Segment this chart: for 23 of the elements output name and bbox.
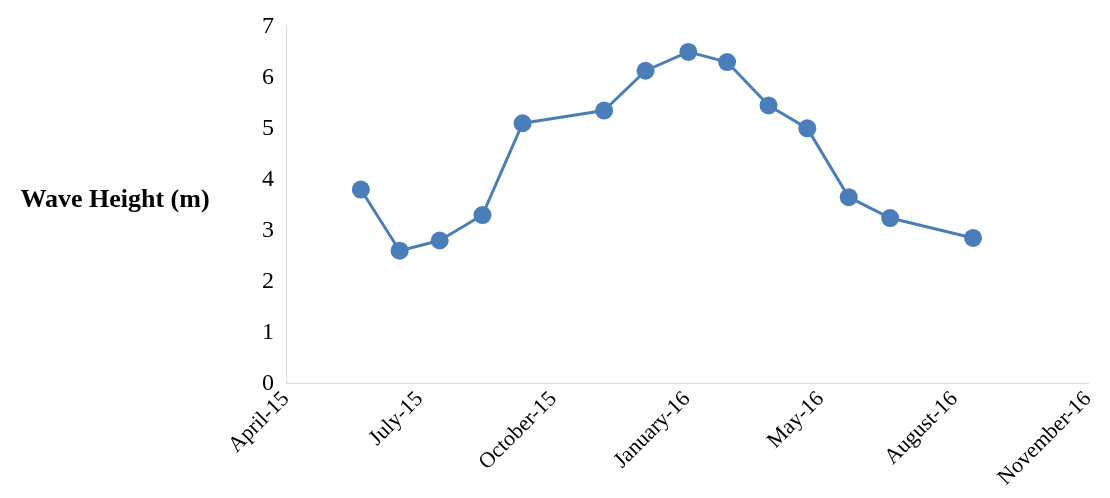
point xyxy=(430,231,449,250)
point xyxy=(798,119,817,138)
point xyxy=(679,42,698,61)
y-tick-label: 7 xyxy=(262,11,274,38)
y-tick-label: 5 xyxy=(262,113,274,140)
y-tick-label: 4 xyxy=(262,164,274,191)
y-tick-label: 1 xyxy=(262,317,274,344)
point xyxy=(636,61,655,80)
point xyxy=(881,209,900,228)
point xyxy=(718,53,737,72)
point xyxy=(351,180,370,199)
point xyxy=(759,96,778,115)
y-tick-label: 3 xyxy=(262,215,274,242)
point xyxy=(964,228,983,247)
y-tick-label: 6 xyxy=(262,62,274,89)
point xyxy=(839,188,858,207)
point xyxy=(595,101,614,120)
y-tick-label: 0 xyxy=(262,368,274,395)
point xyxy=(390,241,409,260)
y-axis-title: Wave Height (m) xyxy=(20,183,210,215)
point xyxy=(513,114,532,133)
point xyxy=(473,206,492,225)
y-tick-label: 2 xyxy=(262,266,274,293)
